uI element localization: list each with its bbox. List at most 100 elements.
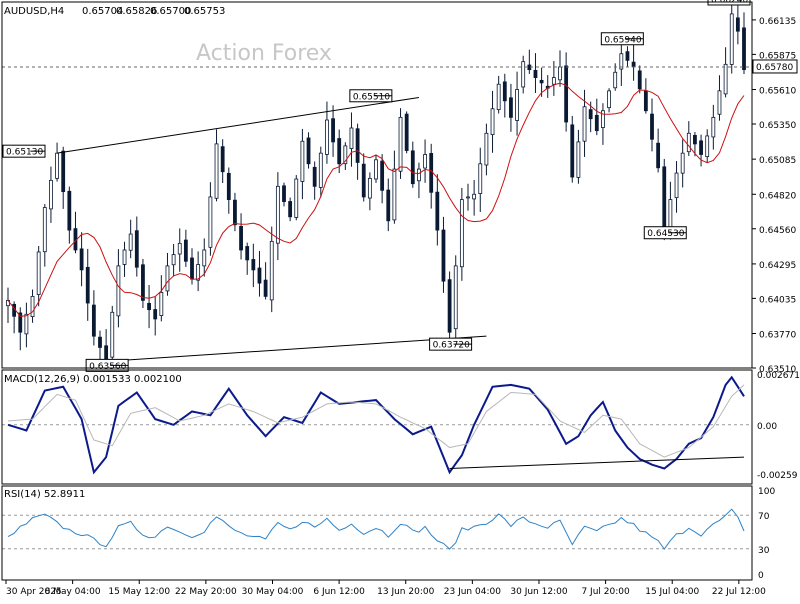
price-tick-label: 0.66135 bbox=[759, 17, 796, 27]
candle-body bbox=[478, 163, 483, 194]
price-tick-label: 0.65875 bbox=[759, 51, 796, 61]
candle-body bbox=[729, 13, 734, 65]
candle-body bbox=[349, 127, 354, 149]
candle-body bbox=[122, 249, 127, 265]
candle-body bbox=[134, 230, 139, 268]
candle-body bbox=[263, 279, 268, 297]
candle-body bbox=[699, 140, 703, 155]
candle-body bbox=[85, 266, 90, 304]
candle-body bbox=[177, 242, 182, 255]
candle-body bbox=[208, 196, 213, 248]
rsi-tick-label: 30 bbox=[758, 546, 770, 556]
candle-body bbox=[325, 119, 329, 155]
candle-body bbox=[607, 90, 611, 109]
price-annotation-label: 0.65510 bbox=[353, 92, 390, 102]
close-value: 0.65753 bbox=[184, 6, 225, 17]
candle-body bbox=[91, 304, 96, 337]
candle-body bbox=[104, 345, 109, 360]
price-annotation-label: 0.64530 bbox=[647, 229, 684, 239]
candle-body bbox=[570, 124, 575, 178]
price-tick-label: 0.64820 bbox=[759, 191, 796, 201]
candle-body bbox=[484, 132, 489, 166]
candle-body bbox=[367, 177, 372, 199]
price-annotation-label: 0.63560 bbox=[89, 362, 126, 372]
macd-tick-label: 0.002671 bbox=[757, 371, 800, 381]
current-price-label: 0.65780 bbox=[756, 63, 793, 73]
candle-body bbox=[576, 141, 581, 178]
candle-body bbox=[98, 336, 102, 348]
x-tick-label: 15 Jul 04:00 bbox=[645, 587, 699, 597]
candle-body bbox=[30, 295, 35, 317]
candle-body bbox=[410, 150, 415, 185]
low-value: 0.65700 bbox=[150, 6, 191, 17]
candle-body bbox=[656, 142, 661, 169]
candle-body bbox=[190, 257, 194, 280]
candle-body bbox=[539, 79, 544, 84]
candle-body bbox=[312, 166, 317, 187]
macd-tick-label: -0.00259 bbox=[757, 471, 798, 481]
x-tick-label: 13 Jun 20:00 bbox=[377, 587, 434, 597]
candle-body bbox=[459, 199, 464, 268]
x-tick-label: 23 Jun 04:00 bbox=[444, 587, 501, 597]
candle-body bbox=[337, 138, 342, 165]
candle-body bbox=[24, 313, 29, 335]
candle-body bbox=[551, 77, 556, 85]
symbol-title: AUDUSD,H4 bbox=[4, 6, 64, 17]
candle-body bbox=[423, 154, 427, 169]
candle-body bbox=[343, 145, 348, 165]
candle-body bbox=[171, 254, 176, 266]
candle-body bbox=[202, 249, 207, 267]
rsi-tick-label: 100 bbox=[758, 487, 775, 497]
candle-body bbox=[398, 116, 403, 172]
candle-body bbox=[386, 189, 391, 222]
price-tick-label: 0.65085 bbox=[759, 156, 796, 166]
candle-body bbox=[404, 113, 409, 151]
candle-body bbox=[380, 160, 385, 191]
candle-body bbox=[417, 168, 421, 182]
candle-body bbox=[392, 168, 397, 221]
price-trendline bbox=[56, 96, 420, 154]
candle-body bbox=[116, 265, 121, 317]
rsi-panel bbox=[2, 508, 752, 550]
price-panel: 0.65130 0.65510 0.63560 0.63720 0.65940 0.645… bbox=[2, 0, 752, 372]
rsi-tick-label: 0 bbox=[758, 571, 764, 581]
candle-body bbox=[582, 106, 587, 142]
candle-body bbox=[294, 178, 299, 218]
candle-body bbox=[36, 251, 41, 295]
candle-body bbox=[723, 63, 728, 95]
candle-body bbox=[361, 163, 366, 198]
watermark: Action Forex bbox=[196, 41, 332, 66]
candle-body bbox=[288, 201, 293, 218]
candle-body bbox=[521, 61, 526, 88]
candle-body bbox=[67, 190, 72, 231]
candle-body bbox=[275, 185, 280, 244]
current-price-tag bbox=[752, 59, 798, 74]
candle-body bbox=[183, 239, 188, 262]
x-tick-label: 8 May 04:00 bbox=[45, 587, 101, 597]
rsi-line bbox=[7, 508, 745, 550]
candle-body bbox=[447, 279, 452, 333]
price-tick-label: 0.64295 bbox=[759, 261, 796, 271]
macd-label: MACD(12,26,9) 0.001533 0.002100 bbox=[4, 374, 182, 385]
candle-body bbox=[509, 97, 513, 118]
candle-body bbox=[674, 172, 679, 199]
candle-body bbox=[435, 191, 440, 231]
candle-body bbox=[594, 114, 599, 132]
price-annotation-label: 0.66240 bbox=[711, 0, 748, 5]
candle-body bbox=[220, 146, 225, 173]
candle-body bbox=[637, 70, 642, 90]
candle-body bbox=[233, 199, 237, 226]
candle-body bbox=[147, 302, 151, 311]
candle-body bbox=[588, 109, 593, 120]
candle-body bbox=[374, 159, 378, 180]
candle-body bbox=[680, 152, 685, 174]
candle-body bbox=[558, 66, 562, 81]
candle-body bbox=[429, 153, 434, 193]
candle-body bbox=[239, 226, 243, 251]
candle-body bbox=[282, 185, 286, 202]
candle-body bbox=[251, 259, 256, 271]
rsi-label: RSI(14) 52.8911 bbox=[4, 489, 85, 500]
macd-panel bbox=[2, 375, 752, 475]
header-readout: AUDUSD,H4 0.65704 0.65826 0.65700 0.6575… bbox=[4, 6, 225, 17]
candle-body bbox=[686, 132, 691, 153]
